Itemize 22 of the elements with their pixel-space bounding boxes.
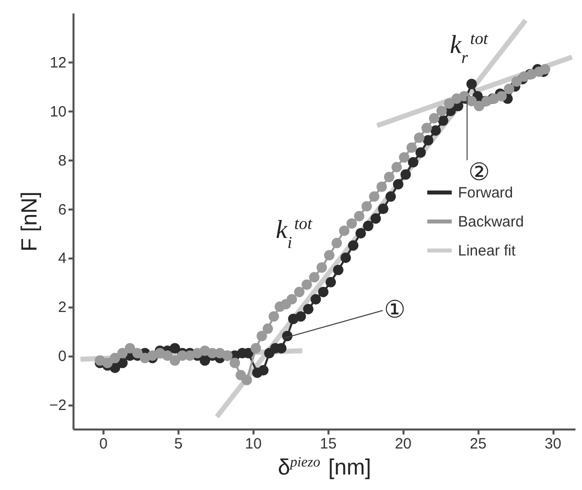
annotation: ②	[468, 158, 490, 186]
x-tick-label: 0	[99, 436, 108, 452]
x-tick-label: 5	[174, 436, 183, 452]
y-tick-label: 10	[50, 103, 66, 120]
y-tick-label: 2	[58, 299, 66, 316]
legend-label: Backward	[458, 214, 524, 230]
y-tick-label: 6	[58, 201, 66, 218]
x-tick-label: 15	[320, 436, 337, 452]
y-tick-label: −2	[49, 397, 66, 414]
legend-label: Forward	[458, 184, 514, 202]
x-tick-label: 10	[244, 436, 262, 452]
x-tick-label: 30	[544, 436, 562, 452]
annotation: ①	[384, 295, 406, 324]
legend-label: Linear fit	[458, 242, 516, 260]
y-tick-label: 12	[50, 54, 66, 72]
x-tick-label: 20	[394, 436, 412, 452]
y-tick-label: 4	[58, 250, 66, 268]
y-tick-label: 8	[58, 152, 66, 170]
x-tick-label: 25	[470, 436, 486, 452]
x-axis-title: δ$^{piezo}$ [nm]	[278, 454, 372, 480]
y-axis-title: F [nN]	[16, 192, 42, 252]
y-tick-label: 0	[58, 348, 66, 366]
